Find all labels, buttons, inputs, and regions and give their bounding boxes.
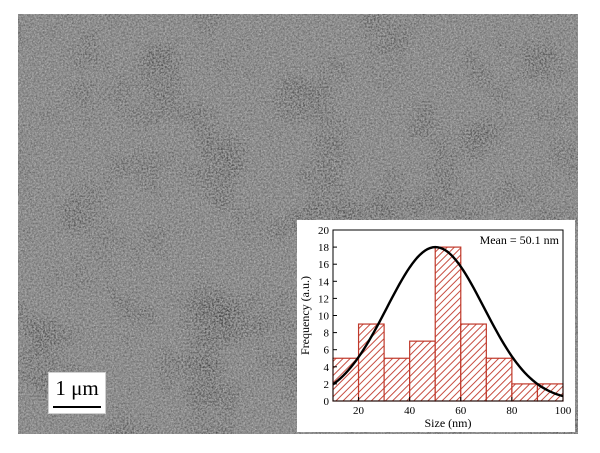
gaussian-fit-curve	[332, 245, 564, 398]
histogram-bar-50-60	[434, 246, 462, 402]
sem-micrograph-figure: 1 μm 0 2 4 6 8 10 12 14 16 18 20 20 40 60 80 100 Mean =…	[18, 14, 578, 434]
y-tick-label-4: 4	[324, 362, 330, 374]
y-tick-label-14: 14	[318, 276, 330, 288]
y-tick-label-8: 8	[324, 328, 330, 340]
y-tick-label-10: 10	[318, 311, 330, 323]
size-distribution-inset: 0 2 4 6 8 10 12 14 16 18 20 20 40 60 80 100 Mean = 50.1…	[297, 220, 575, 432]
y-tick-label-2: 2	[324, 379, 330, 391]
scale-bar: 1 μm	[48, 372, 106, 414]
y-tick-label-0: 0	[324, 396, 330, 408]
size-histogram-chart: 0 2 4 6 8 10 12 14 16 18 20 20 40 60 80 100 Mean = 50.1…	[298, 225, 572, 430]
histogram-bar-70-80	[485, 357, 513, 402]
scale-bar-line	[53, 406, 101, 408]
x-axis-label: Size (nm)	[425, 416, 472, 430]
y-tick-label-12: 12	[318, 293, 329, 305]
y-tick-label-16: 16	[318, 259, 330, 271]
histogram-bars	[332, 246, 564, 402]
histogram-bar-60-70	[460, 323, 487, 402]
histogram-bar-30-40	[383, 357, 411, 402]
x-tick-label-100: 100	[555, 405, 572, 417]
axis-ticks: 0 2 4 6 8 10 12 14 16 18 20 20 40 60 80 100	[318, 225, 572, 417]
histogram-bar-40-50	[409, 340, 436, 402]
y-axis-label: Frequency (a.u.)	[298, 276, 312, 355]
x-tick-label-40: 40	[404, 405, 416, 417]
y-tick-label-18: 18	[318, 242, 330, 254]
mean-annotation: Mean = 50.1 nm	[480, 233, 560, 247]
histogram-bar-80-90	[511, 383, 539, 402]
x-tick-label-20: 20	[353, 405, 365, 417]
x-tick-label-60: 60	[455, 405, 467, 417]
scale-bar-label: 1 μm	[55, 376, 99, 400]
x-tick-label-80: 80	[506, 405, 518, 417]
histogram-bar-10-20	[332, 357, 360, 402]
y-tick-label-6: 6	[324, 345, 330, 357]
y-tick-label-20: 20	[318, 225, 330, 237]
